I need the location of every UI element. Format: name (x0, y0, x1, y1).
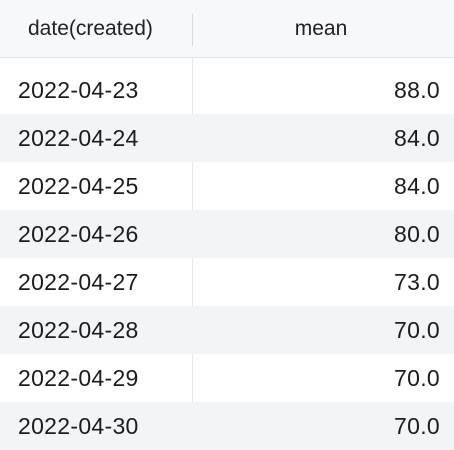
date-cell[interactable]: 2022-04-29 (18, 365, 139, 391)
mean-cell[interactable]: 80.0 (394, 221, 440, 247)
table-row[interactable]: 2022-04-29 70.0 (0, 354, 454, 402)
date-cell[interactable]: 2022-04-23 (18, 77, 139, 103)
date-cell[interactable]: 2022-04-30 (18, 413, 139, 439)
table-body: 2022-04-23 88.0 2022-04-24 84.0 2022-04-… (0, 66, 454, 450)
column-header-mean[interactable]: mean (294, 17, 348, 40)
column-resize-handle[interactable] (192, 14, 193, 46)
table-header: date(created) mean (0, 0, 454, 58)
mean-cell[interactable]: 70.0 (394, 317, 440, 343)
mean-cell[interactable]: 70.0 (394, 413, 440, 439)
table-row[interactable]: 2022-04-25 84.0 (0, 162, 454, 210)
mean-cell[interactable]: 88.0 (394, 77, 440, 103)
date-cell[interactable]: 2022-04-28 (18, 317, 139, 343)
date-cell[interactable]: 2022-04-24 (18, 125, 139, 151)
mean-cell[interactable]: 84.0 (394, 125, 440, 151)
table-row[interactable]: 2022-04-24 84.0 (0, 114, 454, 162)
date-cell[interactable]: 2022-04-26 (18, 221, 139, 247)
table-row[interactable]: 2022-04-26 80.0 (0, 210, 454, 258)
mean-cell[interactable]: 70.0 (394, 365, 440, 391)
table-row[interactable]: 2022-04-28 70.0 (0, 306, 454, 354)
table-row[interactable]: 2022-04-23 88.0 (0, 66, 454, 114)
mean-cell[interactable]: 84.0 (394, 173, 440, 199)
mean-cell[interactable]: 73.0 (394, 269, 440, 295)
table-row[interactable]: 2022-04-27 73.0 (0, 258, 454, 306)
table-row[interactable]: 2022-04-30 70.0 (0, 402, 454, 450)
column-header-date-created[interactable]: date(created) (28, 17, 153, 40)
date-cell[interactable]: 2022-04-25 (18, 173, 139, 199)
date-cell[interactable]: 2022-04-27 (18, 269, 139, 295)
